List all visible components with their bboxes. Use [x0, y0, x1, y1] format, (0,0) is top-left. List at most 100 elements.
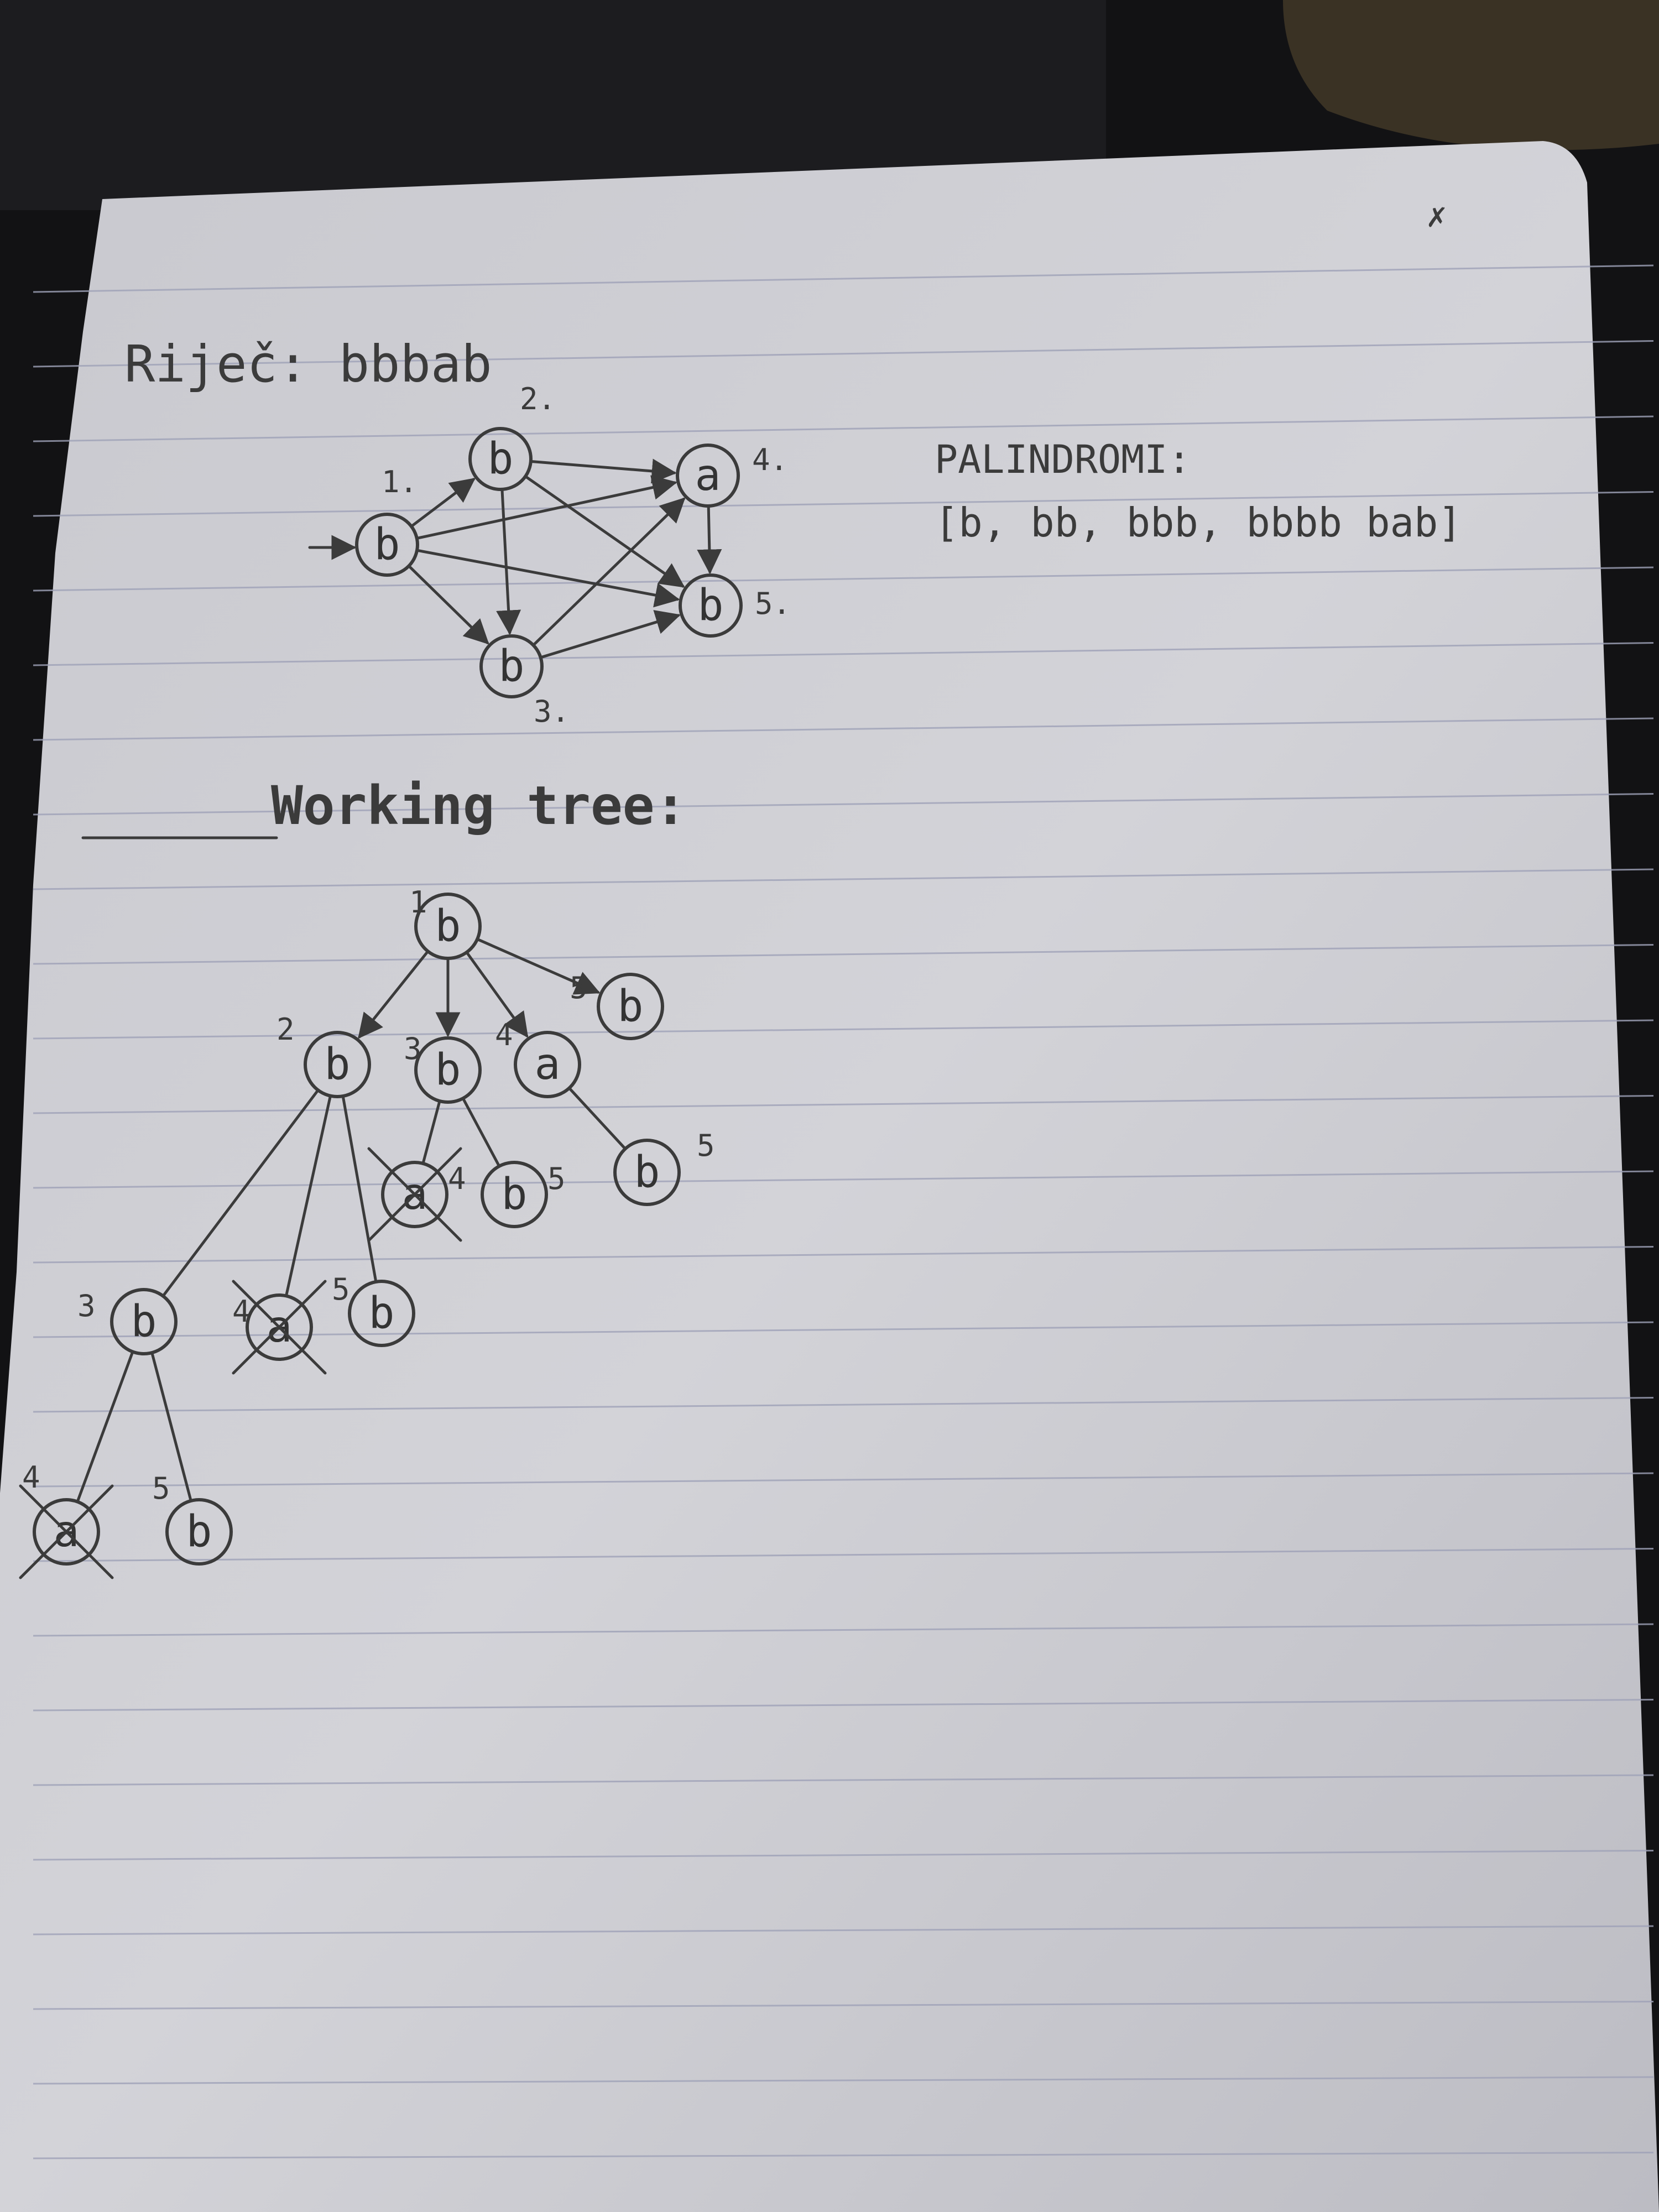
- tree-edge-n2-n2b: [285, 1094, 332, 1297]
- tree-edge-n2a-n2ab: [150, 1351, 192, 1503]
- ruled-line: [33, 868, 1654, 890]
- tree-node-letter: a: [535, 1040, 561, 1089]
- ruled-line: [33, 1397, 1654, 1413]
- graph-node-letter: b: [374, 520, 400, 570]
- tree-node-circle: [304, 1031, 371, 1098]
- graph-node-2: b2.: [468, 382, 556, 491]
- ruled-line: [33, 264, 1654, 293]
- ruled-line: [33, 1925, 1654, 1936]
- tree-edge-n2-n2c: [341, 1094, 378, 1284]
- graph-edge-3-5: [539, 610, 681, 659]
- tree-node-number: 1: [409, 885, 427, 920]
- graph-node-4: a 4.: [676, 442, 788, 508]
- tree-node-n2ab: b5: [152, 1471, 233, 1566]
- tree-edge-n3-n3b: [461, 1097, 501, 1168]
- tree-node-number: 5: [547, 1161, 566, 1196]
- tree-node-cross-mark: [19, 1484, 114, 1579]
- ruled-line: [33, 1774, 1654, 1786]
- graph-node-3: b 3.: [479, 634, 570, 729]
- ruled-line: [33, 1850, 1654, 1861]
- tree-node-letter: b: [186, 1507, 212, 1557]
- heading-word: Riječ: bbbab: [124, 335, 492, 394]
- ruled-line: [33, 944, 1654, 965]
- ruled-line: [33, 491, 1654, 517]
- tree-edge-r-n5: [476, 937, 601, 995]
- ruled-line: [33, 2152, 1654, 2159]
- tree-node-letter: b: [435, 901, 461, 951]
- ruled-line: [33, 566, 1654, 592]
- graph-edge-4-5: [697, 504, 722, 575]
- tree-node-circle: [613, 1139, 681, 1206]
- graph-node-letter: b: [499, 641, 525, 691]
- tree-node-number: 4: [448, 1161, 466, 1196]
- tree-node-letter: b: [369, 1288, 395, 1338]
- ruled-line: [33, 642, 1654, 666]
- palindromes-list: [b, bb, bbb, bbbb bab]: [935, 499, 1462, 546]
- ruled-line: [33, 1472, 1654, 1488]
- graph-edge-2-3: [496, 488, 521, 635]
- tree-node-cross-mark: [367, 1147, 462, 1242]
- tree-node-n5: b5: [570, 971, 664, 1040]
- tree-node-letter: b: [325, 1040, 351, 1089]
- graph-node-5: b 5.: [679, 573, 791, 638]
- corner-mark: ✗: [1427, 196, 1447, 235]
- tree-node-n4a: b5: [613, 1128, 715, 1206]
- tree-node-letter: b: [618, 982, 644, 1031]
- tree-node-circle: [481, 1161, 548, 1228]
- tree-edge-n4-n4a: [567, 1087, 627, 1150]
- tree-node-letter: b: [435, 1045, 461, 1095]
- ruled-lines: [33, 264, 1654, 2159]
- graph-edge-1-3: [407, 564, 489, 645]
- tree-node-number: 2: [276, 1012, 295, 1047]
- graph-edge-1-2: [410, 478, 476, 528]
- graph-node-label: 5.: [755, 586, 791, 621]
- ruled-line: [33, 1246, 1654, 1264]
- ruled-line: [33, 793, 1654, 816]
- tree-node-letter: b: [502, 1170, 528, 1219]
- tree-node-circle: [33, 1498, 100, 1566]
- tree-edge-n3-n3a: [421, 1099, 441, 1165]
- tree-node-cross-mark: [232, 1280, 327, 1375]
- graph-node-letter: b: [698, 581, 724, 630]
- graph-node-circle: [468, 427, 533, 491]
- tree-edge-r-n2: [358, 950, 430, 1039]
- ruled-line: [33, 1321, 1654, 1338]
- ruled-line: [33, 1019, 1654, 1040]
- palindrome-graph: b1. b2.b3.a 4.b 5.: [308, 382, 791, 729]
- ruled-line: [33, 415, 1654, 442]
- graph-node-label: 1.: [382, 465, 418, 499]
- graph-edge-2-4: [529, 458, 677, 484]
- tree-node-circle: [165, 1498, 233, 1566]
- tree-node-n2: b2: [276, 1012, 371, 1098]
- ruled-line: [33, 2001, 1654, 2010]
- graph-nodes: b1. b2.b3.a 4.b 5.: [355, 382, 791, 729]
- ruled-line: [33, 1170, 1654, 1189]
- tree-edge-n2a-n2aa: [76, 1350, 134, 1504]
- tree-node-n4: a4: [495, 1018, 581, 1098]
- tree-node-circle: [414, 1036, 482, 1104]
- tree-node-circle: [597, 973, 664, 1040]
- palindromes-title: PALINDROMI:: [935, 437, 1191, 482]
- notebook-page: [0, 141, 1659, 2212]
- tree-node-circle: [110, 1288, 178, 1355]
- tree-node-circle: [381, 1161, 448, 1228]
- ruled-line: [33, 340, 1654, 368]
- graph-node-label: 2.: [520, 382, 556, 416]
- graph-node-circle: [479, 634, 544, 698]
- tree-edge-r-n4: [465, 951, 529, 1038]
- tree-edge-n2-n2a: [161, 1088, 320, 1298]
- tree-node-number: 5: [332, 1272, 350, 1307]
- graph-node-circle: [355, 513, 419, 577]
- ruled-line: [33, 1548, 1654, 1562]
- ruled-line: [33, 717, 1654, 741]
- graph-edges: [407, 458, 722, 659]
- tree-node-circle: [246, 1293, 313, 1361]
- graph-node-circle: [679, 573, 743, 638]
- tree-node-number: 5: [570, 971, 588, 1005]
- tree-node-n2a: b3: [77, 1288, 178, 1355]
- tree-edges: [76, 937, 627, 1504]
